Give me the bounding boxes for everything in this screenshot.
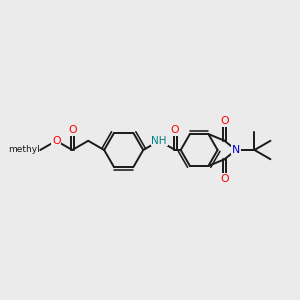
Text: methyl: methyl: [8, 146, 40, 154]
Text: O: O: [171, 125, 179, 135]
Text: NH: NH: [152, 136, 167, 146]
Text: O: O: [68, 125, 76, 135]
Text: N: N: [232, 145, 240, 155]
Text: O: O: [220, 174, 229, 184]
Text: O: O: [220, 116, 229, 126]
Text: O: O: [52, 136, 61, 146]
